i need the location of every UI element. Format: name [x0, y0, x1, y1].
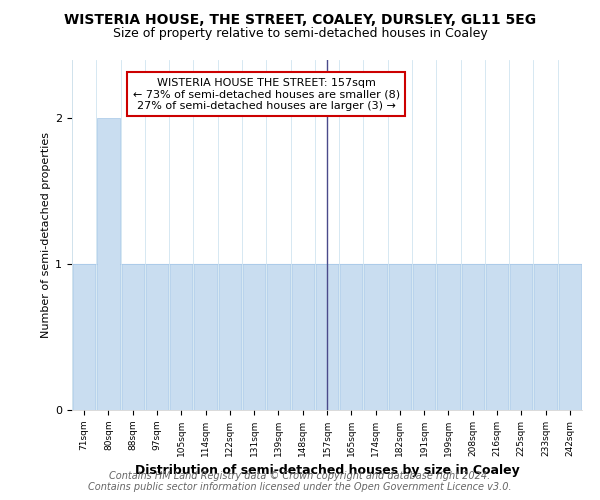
Bar — [122, 264, 144, 410]
Bar — [292, 264, 314, 410]
Bar — [535, 264, 557, 410]
Text: Contains HM Land Registry data © Crown copyright and database right 2024.
Contai: Contains HM Land Registry data © Crown c… — [88, 471, 512, 492]
Text: Size of property relative to semi-detached houses in Coaley: Size of property relative to semi-detach… — [113, 28, 487, 40]
Bar — [486, 264, 508, 410]
Bar — [218, 264, 241, 410]
Bar — [73, 264, 95, 410]
Bar — [267, 264, 290, 410]
Bar — [461, 264, 484, 410]
Bar — [437, 264, 460, 410]
Bar — [194, 264, 217, 410]
Y-axis label: Number of semi-detached properties: Number of semi-detached properties — [41, 132, 51, 338]
Bar — [559, 264, 581, 410]
Bar — [510, 264, 532, 410]
Bar — [170, 264, 193, 410]
Bar — [316, 264, 338, 410]
Bar — [340, 264, 362, 410]
X-axis label: Distribution of semi-detached houses by size in Coaley: Distribution of semi-detached houses by … — [134, 464, 520, 477]
Bar — [243, 264, 265, 410]
Bar — [364, 264, 387, 410]
Text: WISTERIA HOUSE, THE STREET, COALEY, DURSLEY, GL11 5EG: WISTERIA HOUSE, THE STREET, COALEY, DURS… — [64, 12, 536, 26]
Bar — [389, 264, 411, 410]
Bar — [146, 264, 168, 410]
Bar — [413, 264, 436, 410]
Text: WISTERIA HOUSE THE STREET: 157sqm
← 73% of semi-detached houses are smaller (8)
: WISTERIA HOUSE THE STREET: 157sqm ← 73% … — [133, 78, 400, 110]
Bar — [97, 118, 119, 410]
